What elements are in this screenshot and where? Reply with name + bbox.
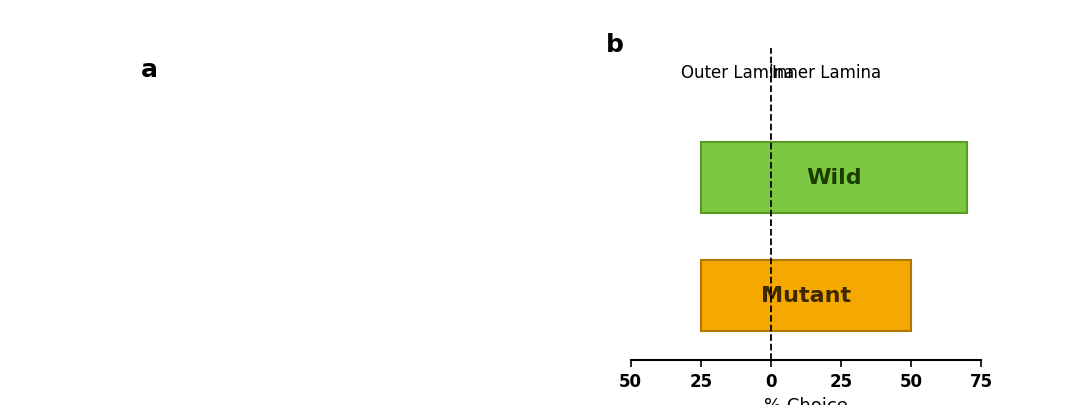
Bar (701, 260, 911, 331)
Text: Wild: Wild (807, 168, 862, 188)
Text: b: b (606, 33, 625, 57)
Bar (701, 143, 967, 213)
X-axis label: % Choice: % Choice (764, 396, 848, 405)
Text: a: a (141, 58, 158, 82)
Text: Inner Lamina: Inner Lamina (773, 64, 882, 81)
Text: Outer Lamina: Outer Lamina (680, 64, 794, 81)
Text: Mutant: Mutant (761, 286, 851, 306)
